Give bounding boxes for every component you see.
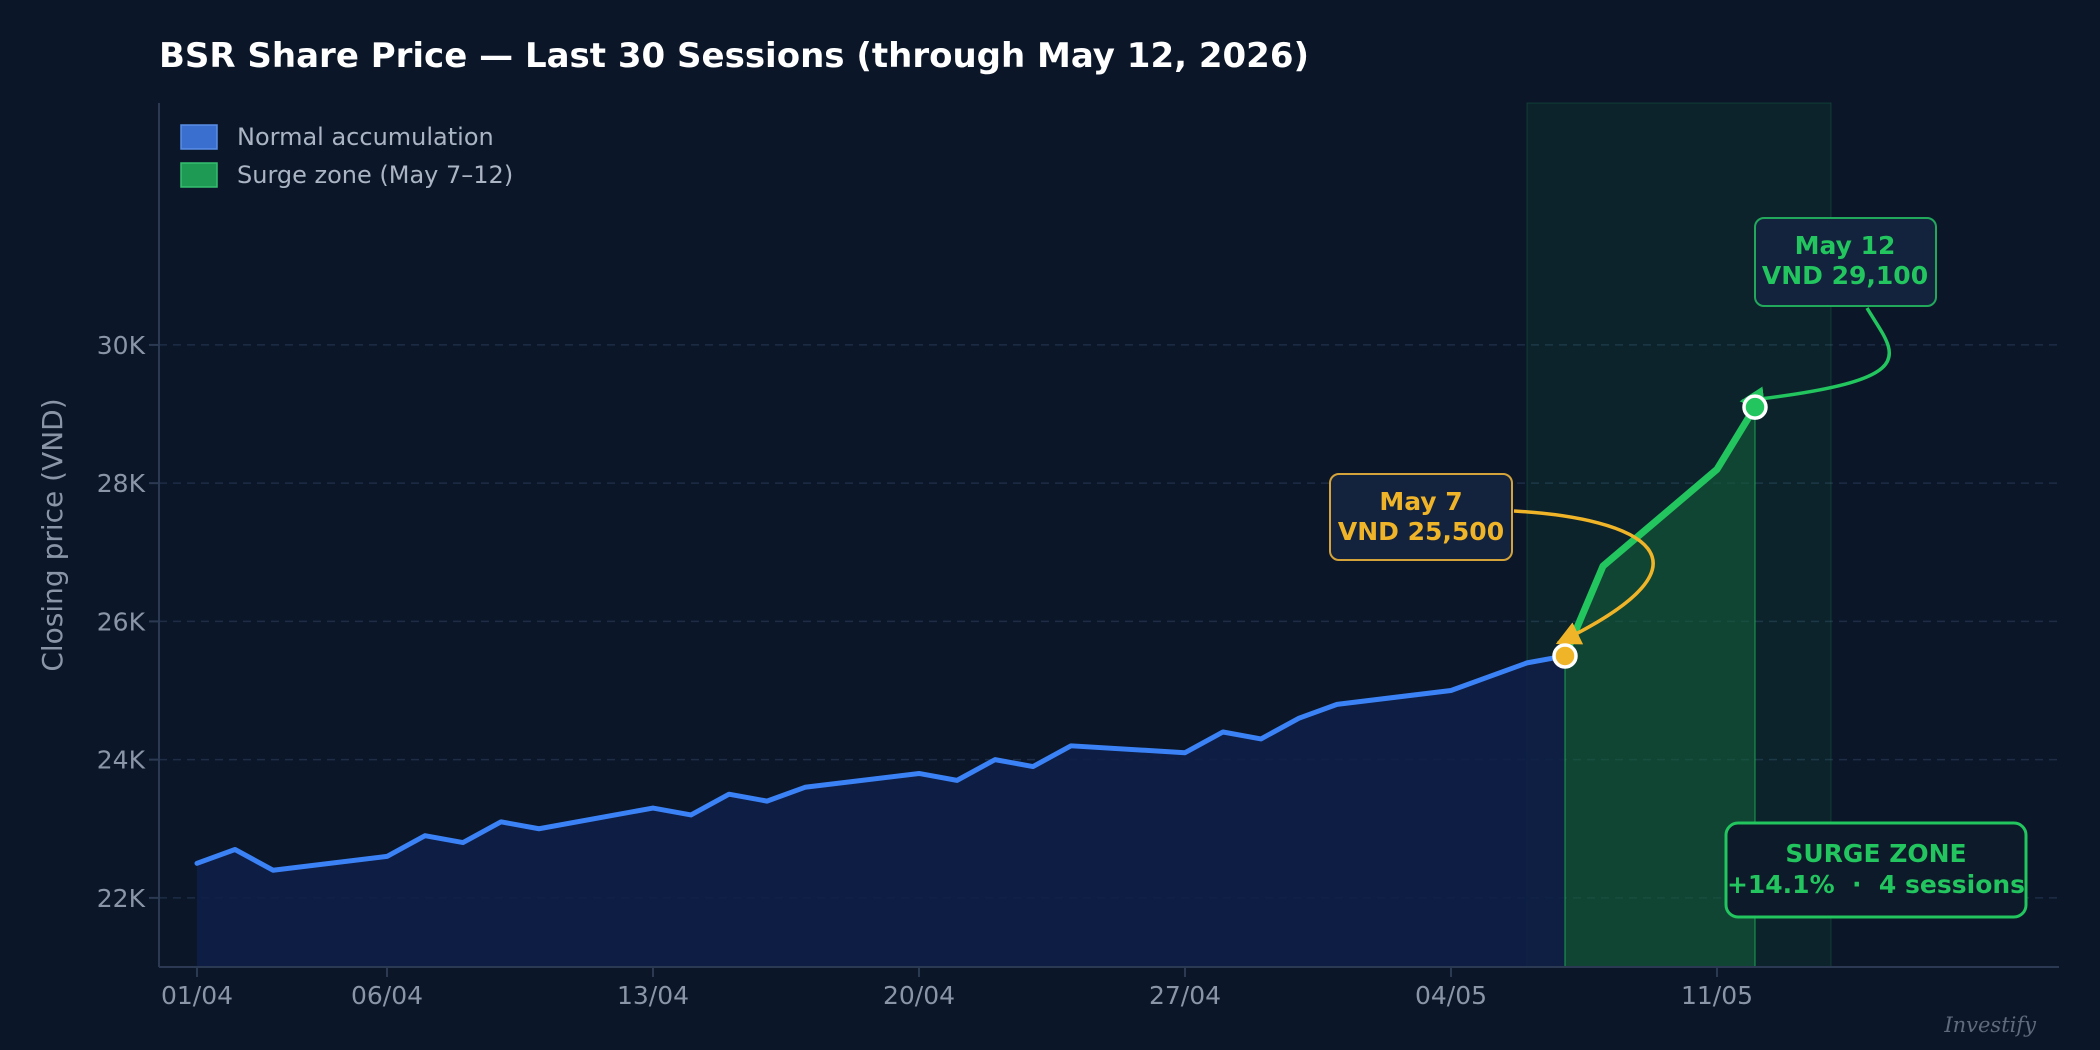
annotation-arrow-may12: [1739, 307, 1891, 411]
series-line-surge: [1561, 403, 1759, 660]
marker-may12: [1742, 394, 1768, 420]
y-axis-label: Closing price (VND): [36, 398, 69, 671]
surge-zone-title: SURGE ZONE: [1785, 839, 1966, 868]
surge-zone-box-frame: [1724, 821, 2028, 919]
y-tick-label: 24K: [97, 746, 146, 775]
annotation-may12-box: [1754, 217, 1937, 307]
annotation-may12-date: May 12: [1795, 231, 1896, 260]
y-tick-label: 26K: [97, 607, 146, 636]
area-fill-surge: [1565, 407, 1755, 967]
legend-label-surge: Surge zone (May 7–12): [237, 161, 513, 189]
x-tick-label: 04/05: [1415, 981, 1487, 1010]
x-tick-label: 06/04: [351, 981, 423, 1010]
annotation-may7-date: May 7: [1379, 487, 1462, 516]
surge-zone-stats: +14.1% · 4 sessions: [1727, 870, 2025, 899]
legend-swatch-surge: [180, 162, 218, 188]
x-tick-label: 13/04: [617, 981, 689, 1010]
legend-label-normal: Normal accumulation: [237, 123, 494, 151]
legend: Normal accumulation Surge zone (May 7–12…: [180, 123, 513, 189]
annotation-may7-price: VND 25,500: [1338, 517, 1504, 546]
x-ticks: 01/04 06/04 13/04 20/04 27/04 04/05 11/05: [161, 967, 1753, 1010]
x-tick-label: 27/04: [1149, 981, 1221, 1010]
marker-may7: [1552, 643, 1578, 669]
y-tick-label: 28K: [97, 469, 146, 498]
watermark: Investify: [1943, 1013, 2037, 1037]
surge-zone-box: SURGE ZONE +14.1% · 4 sessions: [1724, 821, 2028, 919]
y-ticks: 22K 24K 26K 28K 30K: [97, 331, 159, 913]
x-tick-label: 20/04: [883, 981, 955, 1010]
chart-title: BSR Share Price — Last 30 Sessions (thro…: [159, 36, 1309, 76]
x-tick-label: 11/05: [1681, 981, 1753, 1010]
annotation-may7-box: [1329, 473, 1513, 561]
axes: [158, 103, 2059, 968]
series-lines: [194, 403, 1759, 873]
annotation-may12: May 12 VND 29,100: [1754, 217, 1937, 307]
annotation-arrow-may7: [1513, 509, 1655, 645]
annotation-may12-price: VND 29,100: [1762, 261, 1928, 290]
annotation-may7: May 7 VND 25,500: [1329, 473, 1513, 561]
y-tick-label: 30K: [97, 331, 146, 360]
y-tick-label: 22K: [97, 884, 146, 913]
area-fill-layer: [197, 407, 1756, 967]
x-tick-label: 01/04: [161, 981, 233, 1010]
legend-swatch-normal: [180, 124, 218, 150]
